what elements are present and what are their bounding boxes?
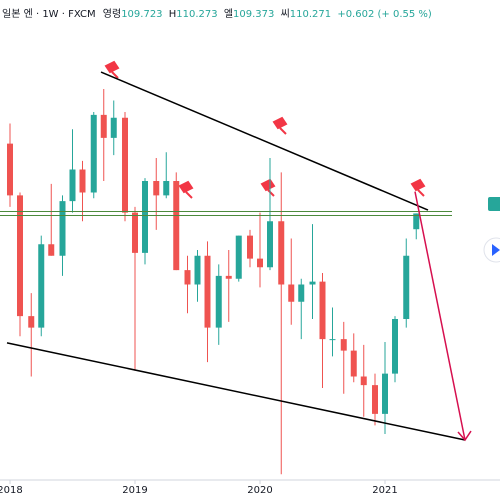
candle-body [184, 270, 191, 285]
change: +0.602 (+ 0.55 %) [337, 9, 432, 20]
flag-icon [260, 178, 276, 197]
open-label: 영령 [103, 8, 121, 20]
candle-body [309, 281, 316, 285]
low-label: 엘 [224, 7, 233, 20]
candle-body [100, 114, 107, 138]
candle-body [392, 319, 398, 374]
symbol: 일본 엔 · 1W · FXCM [2, 8, 96, 20]
candle-body [235, 235, 242, 279]
candle-body [38, 244, 45, 328]
candle-body [142, 181, 148, 253]
candle-body [225, 275, 232, 279]
candle-body [59, 201, 66, 256]
candle-body [28, 316, 35, 328]
candle-body [360, 376, 367, 386]
arrow-head [457, 430, 472, 442]
candle-body [267, 221, 273, 268]
candle-body [382, 373, 388, 414]
high: 110.273 [176, 9, 217, 20]
open: 109.723 [121, 9, 162, 20]
candle-body [153, 181, 160, 196]
candle-body [90, 114, 97, 193]
candle-body [17, 195, 23, 317]
trend-line [414, 191, 466, 441]
candle-body [163, 181, 170, 196]
candle-body [257, 258, 263, 268]
candle-body [413, 213, 420, 230]
candle-body [194, 255, 201, 285]
candle-body [48, 244, 55, 256]
close-label: 씨 [281, 8, 290, 20]
candle-body [69, 169, 76, 202]
x-tick-label: 2018 [0, 485, 23, 496]
candle-body [278, 221, 285, 285]
candle-body [350, 350, 357, 377]
candle-body [298, 284, 305, 302]
high-label: H [169, 9, 177, 20]
candle-body [288, 284, 295, 302]
flag-icon [272, 116, 288, 135]
candle-body [247, 235, 253, 259]
price-badge [488, 197, 500, 211]
flag-icon [410, 178, 426, 197]
candle-body [340, 339, 347, 351]
candle-body [7, 143, 13, 196]
trend-line [100, 71, 429, 211]
candle-body [110, 117, 117, 138]
header: 일본 엔 · 1W · FXCM 영령109.723 H110.273 엘109… [2, 7, 432, 20]
candle-body [215, 275, 222, 328]
close: 110.271 [290, 9, 331, 20]
candle-body [372, 385, 378, 414]
candle-body [122, 117, 128, 213]
candle-body [403, 255, 410, 319]
x-tick-label: 2021 [372, 485, 397, 496]
candle-body [204, 255, 211, 328]
low: 109.373 [233, 9, 274, 20]
flag-icon [104, 60, 120, 79]
candle-body [329, 339, 336, 341]
trend-line [6, 342, 466, 441]
candle-body [173, 181, 180, 271]
scroll-icon [492, 244, 500, 256]
candle-body [319, 281, 326, 340]
candle-body [79, 169, 86, 193]
flags [104, 60, 426, 199]
x-tick-label: 2019 [122, 485, 147, 496]
x-tick-label: 2020 [247, 485, 272, 496]
flag-icon [178, 180, 194, 199]
candle-body [132, 212, 138, 253]
